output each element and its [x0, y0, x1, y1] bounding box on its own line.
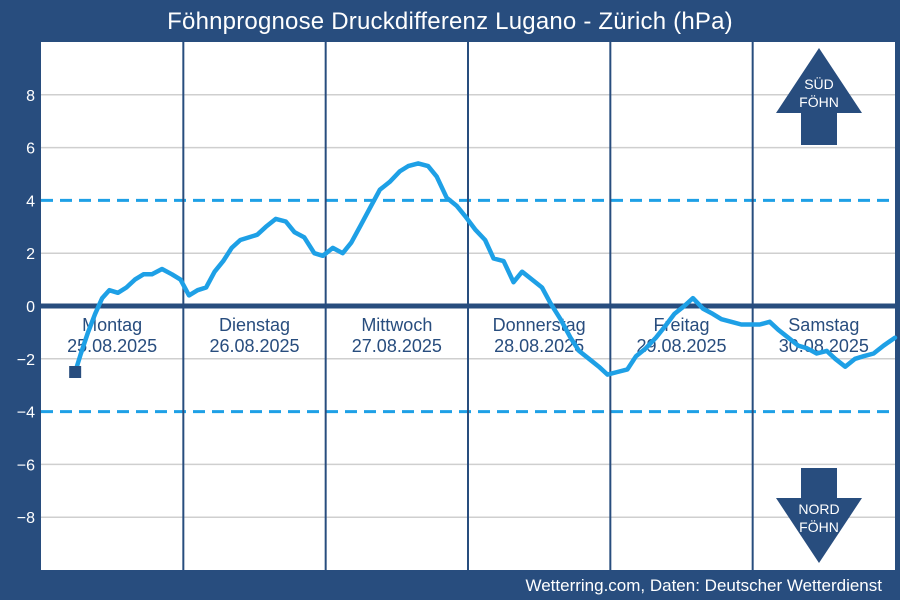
y-tick-label: −8 [17, 510, 35, 527]
south-foehn-label-line1: SÜD [804, 75, 834, 92]
arrow-up-icon: SÜD FÖHN [776, 48, 862, 145]
south-foehn-label-line2: FÖHN [799, 93, 839, 110]
y-tick-label: 2 [26, 246, 35, 263]
day-name-label: Mittwoch [361, 315, 432, 335]
series-start-marker [69, 366, 82, 378]
source-credit: Wetterring.com, Daten: Deutscher Wetterd… [525, 576, 882, 595]
arrow-down-icon: NORD FÖHN [776, 468, 862, 563]
day-date-label: 25.08.2025 [67, 336, 157, 356]
y-tick-label: −2 [17, 352, 35, 369]
chart-title: Föhnprognose Druckdifferenz Lugano - Zür… [167, 8, 733, 35]
north-foehn-label-line1: NORD [798, 501, 839, 517]
y-tick-layer: 8 6 4 2 0 −2 −4 −6 −8 [17, 88, 35, 527]
day-name-label: Dienstag [219, 315, 290, 335]
day-date-label: 30.08.2025 [779, 336, 869, 356]
y-tick-label: −4 [17, 405, 35, 422]
y-tick-label: 6 [26, 141, 35, 158]
day-name-label: Montag [82, 315, 142, 335]
day-date-label: 29.08.2025 [636, 336, 726, 356]
day-date-label: 27.08.2025 [352, 336, 442, 356]
day-name-label: Samstag [788, 315, 859, 335]
series-layer [69, 161, 898, 378]
day-name-label: Donnerstag [493, 315, 586, 335]
south-foehn-arrow [776, 48, 862, 145]
north-foehn-label-line2: FÖHN [799, 518, 839, 535]
north-foehn-arrow [776, 468, 862, 563]
day-date-label: 26.08.2025 [209, 336, 299, 356]
y-tick-label: 4 [26, 193, 35, 210]
y-tick-label: −6 [17, 457, 35, 474]
y-tick-label: 0 [26, 299, 35, 316]
y-tick-label: 8 [26, 88, 35, 105]
day-date-label: 28.08.2025 [494, 336, 584, 356]
series-line [72, 161, 898, 377]
